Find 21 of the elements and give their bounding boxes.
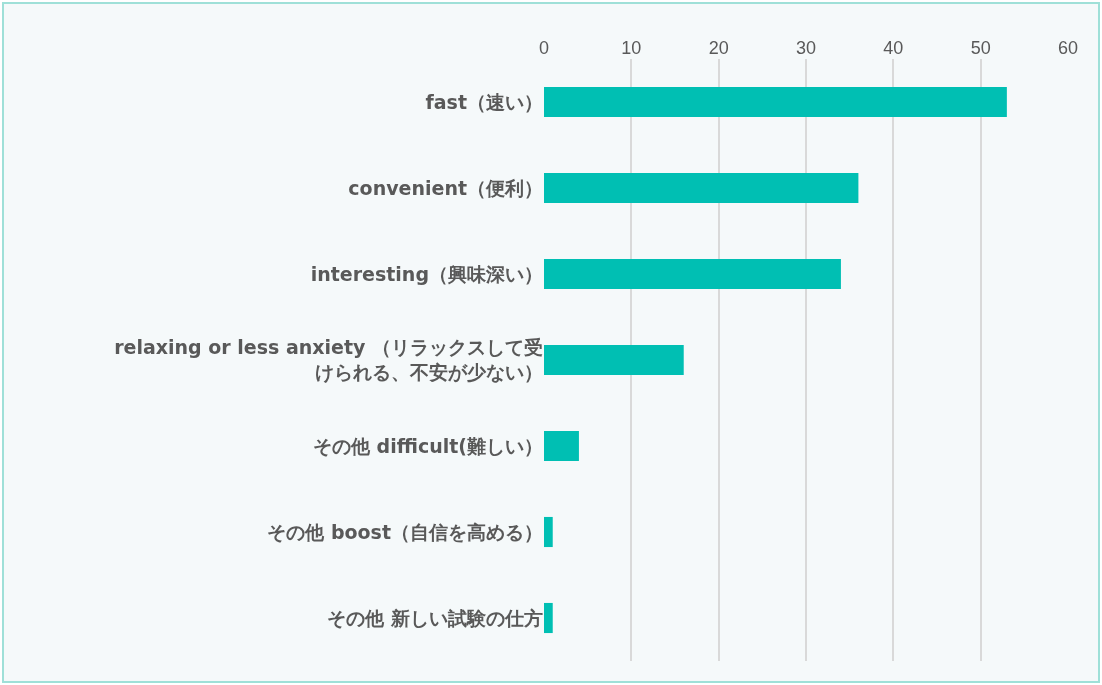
x-tick-label: 50 bbox=[970, 38, 991, 59]
bar bbox=[544, 430, 579, 462]
y-tick-label: convenient（便利） bbox=[348, 176, 543, 199]
bar bbox=[544, 344, 684, 376]
bar bbox=[544, 516, 553, 548]
x-tick-label: 20 bbox=[708, 38, 729, 59]
y-tick-label: interesting（興味深い） bbox=[310, 262, 543, 285]
x-tick-label: 0 bbox=[538, 38, 550, 59]
y-tick-label: relaxing or less anxiety （リラックスして受けられる、不安が少ない） bbox=[114, 336, 543, 383]
x-tick-label: 40 bbox=[883, 38, 904, 59]
y-tick-label: その他 difficult(難しい） bbox=[313, 434, 543, 457]
bar bbox=[544, 86, 1007, 118]
y-tick-label: fast（速い） bbox=[425, 90, 543, 113]
y-tick-label: その他 新しい試験の仕方 bbox=[327, 606, 543, 629]
x-tick-label: 10 bbox=[621, 38, 642, 59]
bar bbox=[544, 602, 553, 634]
x-tick-label: 30 bbox=[795, 38, 817, 59]
bar bbox=[544, 172, 859, 204]
bar bbox=[544, 258, 841, 290]
x-tick-label: 60 bbox=[1057, 38, 1079, 59]
y-tick-label: その他 boost（自信を高める） bbox=[267, 520, 543, 543]
